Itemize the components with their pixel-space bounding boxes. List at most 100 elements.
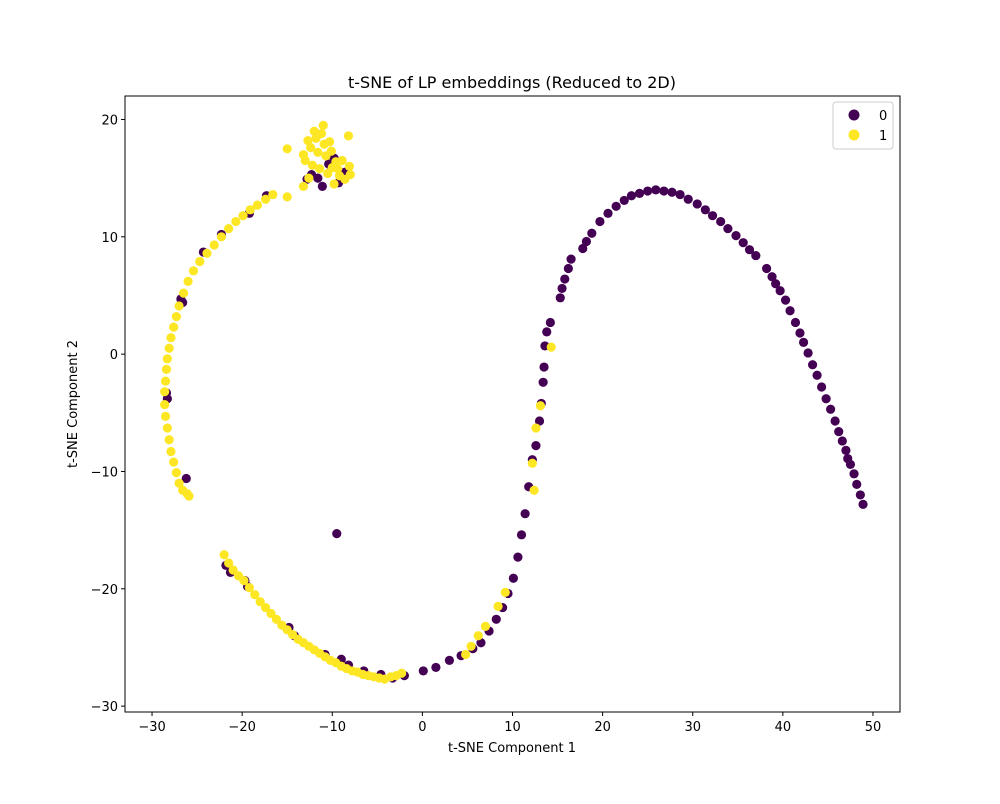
- point-class-0: [803, 348, 813, 358]
- point-class-0: [830, 416, 840, 426]
- point-class-1: [260, 194, 271, 204]
- point-class-0: [634, 188, 645, 198]
- point-class-1: [224, 558, 234, 568]
- point-class-0: [716, 216, 726, 227]
- point-class-1: [238, 211, 248, 221]
- point-class-1: [231, 216, 241, 227]
- point-class-1: [224, 223, 234, 234]
- point-class-1: [161, 364, 172, 374]
- point-class-1: [184, 491, 194, 501]
- point-class-1: [546, 342, 556, 352]
- point-class-1: [303, 135, 313, 146]
- point-class-0: [520, 509, 530, 519]
- point-class-0: [659, 186, 669, 196]
- x-tick-label: −10: [319, 720, 346, 735]
- x-axis-label: t-SNE Component 1: [448, 741, 576, 756]
- point-class-1: [343, 131, 354, 141]
- point-class-0: [513, 552, 523, 562]
- point-class-1: [309, 126, 319, 136]
- point-class-0: [767, 272, 777, 282]
- point-class-0: [595, 216, 605, 227]
- x-tick-label: 10: [504, 720, 521, 735]
- point-class-1: [171, 311, 181, 322]
- point-class-0: [841, 445, 851, 455]
- point-class-0: [683, 194, 693, 204]
- point-class-0: [534, 416, 545, 426]
- point-class-0: [762, 263, 772, 274]
- chart-title: t-SNE of LP embeddings (Reduced to 2D): [348, 73, 676, 92]
- legend-box: [832, 101, 894, 150]
- point-class-0: [542, 327, 552, 337]
- point-class-1: [304, 173, 314, 183]
- point-class-0: [852, 479, 862, 489]
- point-class-0: [619, 195, 629, 206]
- point-class-1: [160, 387, 170, 397]
- point-class-0: [845, 459, 856, 470]
- point-class-1: [244, 583, 254, 593]
- point-class-1: [307, 160, 318, 170]
- point-class-0: [812, 370, 822, 380]
- point-class-0: [816, 382, 827, 392]
- point-class-0: [744, 245, 755, 255]
- point-class-1: [282, 144, 292, 154]
- point-class-0: [738, 238, 748, 248]
- point-class-1: [333, 164, 343, 174]
- point-class-1: [480, 621, 491, 631]
- point-class-1: [164, 343, 174, 353]
- point-class-0: [539, 362, 549, 372]
- point-class-1: [397, 668, 407, 678]
- y-tick-label: −10: [91, 465, 118, 480]
- point-class-1: [466, 641, 476, 651]
- y-tick-label: −30: [91, 700, 118, 715]
- point-class-0: [751, 250, 761, 261]
- point-class-1: [250, 590, 260, 600]
- point-class-0: [555, 293, 565, 303]
- point-class-1: [160, 376, 171, 386]
- x-tick-label: 50: [865, 720, 882, 735]
- point-class-1: [527, 458, 537, 468]
- point-class-1: [174, 301, 184, 311]
- point-class-1: [255, 597, 265, 607]
- legend-label-1: 1: [879, 129, 887, 144]
- point-class-1: [345, 170, 355, 180]
- point-class-1: [252, 200, 263, 210]
- point-class-1: [306, 143, 316, 153]
- point-class-0: [313, 173, 323, 183]
- point-class-0: [603, 208, 613, 218]
- point-class-1: [162, 354, 172, 364]
- point-class-0: [795, 328, 805, 338]
- x-tick-label: 30: [684, 720, 701, 735]
- y-ticks: −30 −20 −10 0 10 20: [91, 113, 125, 715]
- point-class-0: [826, 404, 836, 414]
- point-class-0: [798, 337, 809, 347]
- point-class-0: [771, 279, 781, 289]
- point-class-1: [268, 189, 278, 200]
- point-class-1: [298, 181, 309, 191]
- x-tick-label: 20: [594, 720, 611, 735]
- x-tick-label: 40: [775, 720, 792, 735]
- point-class-0: [508, 573, 519, 583]
- point-class-1: [266, 608, 276, 619]
- point-class-1: [473, 631, 483, 641]
- point-class-1: [169, 457, 179, 467]
- point-class-1: [202, 248, 212, 258]
- point-class-0: [566, 254, 576, 264]
- point-class-1: [160, 399, 170, 410]
- point-class-1: [326, 146, 336, 156]
- point-class-1: [535, 401, 546, 411]
- point-class-0: [834, 426, 844, 437]
- point-class-0: [560, 274, 570, 284]
- point-class-0: [837, 436, 847, 446]
- point-class-1: [166, 446, 176, 457]
- y-tick-label: 10: [101, 231, 118, 246]
- point-class-0: [731, 231, 741, 241]
- point-class-0: [775, 286, 785, 296]
- points-layer: [160, 120, 868, 684]
- point-class-0: [444, 655, 455, 665]
- point-class-0: [675, 189, 685, 200]
- legend-marker-0: [848, 109, 860, 121]
- point-class-0: [418, 666, 428, 676]
- point-class-0: [181, 473, 191, 484]
- point-class-1: [160, 411, 171, 421]
- point-class-0: [723, 223, 733, 234]
